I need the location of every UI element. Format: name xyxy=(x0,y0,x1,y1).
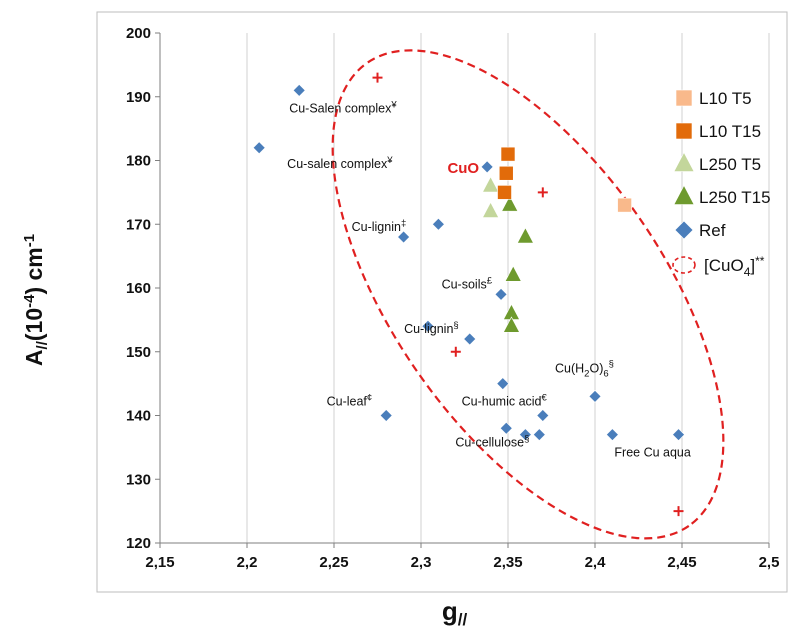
y-axis-title: A//(10-4) cm-1 xyxy=(21,234,51,366)
x-tick-label: 2,45 xyxy=(667,554,696,571)
point-ref xyxy=(480,160,494,174)
point-ref xyxy=(588,389,602,403)
legend-marker-l250-t5 xyxy=(673,151,695,172)
x-tick-label: 2,35 xyxy=(493,554,522,571)
y-tick-label: 160 xyxy=(126,280,151,297)
legend-label: L250 T5 xyxy=(699,155,761,174)
annotation-label: Free Cu aqua xyxy=(614,446,690,460)
x-tick-label: 2,2 xyxy=(237,554,258,571)
point-ref xyxy=(494,287,508,301)
axis-labels: g// A//(10-4) cm-1 xyxy=(21,234,467,629)
cuo4-ellipse-layer xyxy=(331,49,725,540)
point-l10-t15 xyxy=(500,146,516,162)
x-tick-label: 2,15 xyxy=(145,554,174,571)
point-l10-t15 xyxy=(498,165,514,181)
point-l10-t15 xyxy=(497,185,512,200)
legend-ellipse-marker xyxy=(672,256,696,274)
legend-marker-l10-t5 xyxy=(675,89,693,107)
annotation-label: Cu(H2O)6§ xyxy=(555,358,614,379)
point-l250-t15 xyxy=(501,195,519,212)
y-tick-label: 150 xyxy=(126,344,151,361)
legend-marker-ref xyxy=(674,220,694,240)
legend-label: L10 T5 xyxy=(699,89,752,108)
x-tick-label: 2,3 xyxy=(411,554,432,571)
point-l250-t15 xyxy=(516,227,534,244)
y-tick-label: 120 xyxy=(126,535,151,552)
y-tick-label: 130 xyxy=(126,471,151,488)
x-axis-title: g// xyxy=(442,596,468,629)
cuo-label: CuO xyxy=(447,160,479,177)
point-ref xyxy=(431,217,445,231)
point-ref xyxy=(421,319,435,333)
point-ref xyxy=(292,83,306,97)
annotation-label: Cu-Salen complex¥ xyxy=(289,99,397,115)
y-tick-label: 140 xyxy=(126,408,151,425)
legend-marker-l10-t15 xyxy=(675,122,693,140)
point-ref xyxy=(463,332,477,346)
data-points xyxy=(252,83,685,442)
point-ref xyxy=(532,428,546,442)
annotation-label: Cu-humic acid€ xyxy=(462,393,548,409)
point-l10-t5 xyxy=(617,197,632,213)
annotation-label: Cu-leaf¢ xyxy=(327,393,373,409)
point-ref xyxy=(536,409,550,422)
legend-label: L10 T15 xyxy=(699,122,761,141)
point-l250-t15 xyxy=(502,316,520,333)
legend: L10 T5 L10 T15 L250 T5 L250 T15 Ref [CuO4]** xyxy=(672,89,771,279)
annotation-label: Cu-salen complex¥ xyxy=(287,155,393,171)
point-ref xyxy=(252,141,266,155)
y-tick-label: 190 xyxy=(126,89,151,106)
y-tick-label: 200 xyxy=(126,25,151,42)
legend-label: [CuO4]** xyxy=(704,254,765,279)
legend-label: L250 T15 xyxy=(699,188,771,207)
annotation-label: Cu-lignin§ xyxy=(404,320,459,336)
figure-frame xyxy=(96,11,788,593)
annotation-label: Cu-soils£ xyxy=(442,275,493,291)
point-ref xyxy=(605,428,619,442)
y-tick-label: 180 xyxy=(126,153,151,170)
cuo4-ellipse xyxy=(331,49,725,540)
x-tick-label: 2,25 xyxy=(319,554,348,571)
legend-marker-l250-t15 xyxy=(673,184,695,205)
point-l250-t5 xyxy=(482,201,500,218)
point-l250-t5 xyxy=(482,176,500,193)
point-ref xyxy=(672,428,685,442)
x-tick-label: 2,4 xyxy=(585,554,607,571)
point-ref xyxy=(397,230,411,244)
point-annotations: Cu-Salen complex¥ Cu-salen complex¥ CuO Cu-… xyxy=(287,99,691,459)
annotation-label: Cu-lignin‡ xyxy=(352,218,407,234)
point-ref xyxy=(496,377,510,391)
axes: 2,15 2,2 2,25 2,3 2,35 2,4 2,45 2,5 120 130 140 150… xyxy=(126,25,779,571)
point-ref xyxy=(379,409,393,422)
annotation-label: Cu-cellulose§ xyxy=(455,434,529,450)
x-tick-label: 2,5 xyxy=(759,554,780,571)
y-tick-label: 170 xyxy=(126,216,151,233)
point-ref xyxy=(499,421,513,435)
point-l250-t15 xyxy=(504,265,522,282)
point-ref xyxy=(518,428,532,442)
legend-label: Ref xyxy=(699,221,726,240)
